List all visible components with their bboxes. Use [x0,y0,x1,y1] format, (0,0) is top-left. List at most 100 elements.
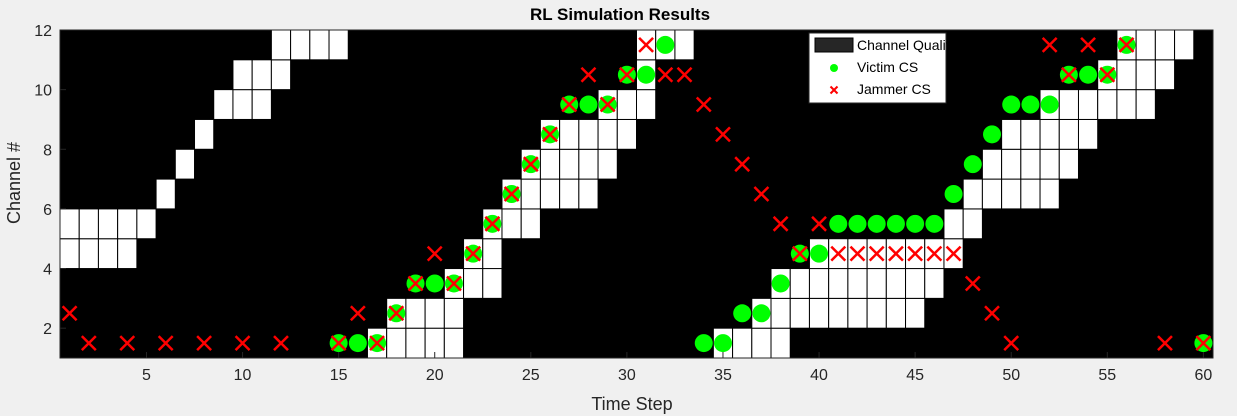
jammer-cs-stroke [811,215,827,232]
jammer-cs-stroke [676,66,693,83]
jammer-cs-marker [407,275,424,292]
channel-quality-cell [405,327,426,359]
x-tick-label: 35 [714,367,732,384]
channel-quality-cell [270,29,292,61]
y-tick-label: 8 [43,142,52,159]
jammer-cs-stroke [80,335,97,351]
channel-quality-cell [1039,148,1060,180]
jammer-cs-marker [1195,335,1212,351]
jammer-cs-stroke [715,126,731,143]
channel-quality-cell [463,268,484,299]
channel-quality-cell [808,268,830,299]
victim-cs-marker [348,334,367,353]
jammer-cs-stroke [849,245,866,262]
jammer-cs-marker [638,37,654,53]
jammer-cs-marker [330,335,347,351]
jammer-cs-marker [157,335,174,351]
channel-quality-cell [981,178,1003,210]
x-tick-label: 5 [142,367,151,384]
channel-quality-cell [1154,59,1176,91]
legend-entry-label: Channel Quality [857,37,957,53]
jammer-cs-marker [619,66,635,83]
jammer-cs-marker [561,96,578,113]
victim-cs-marker [848,214,867,233]
jammer-cs-marker [868,245,885,262]
channel-quality-cell [1077,89,1099,120]
channel-quality-cell [1097,89,1118,120]
x-tick-label: 10 [234,367,252,384]
jammer-cs-stroke [1118,37,1135,53]
jammer-cs-stroke [1080,37,1096,53]
victim-cs-marker [983,125,1002,144]
victim-cs-marker [713,334,732,353]
channel-quality-cell [482,238,503,270]
jammer-cs-marker [676,66,693,83]
channel-quality-cell [578,148,599,180]
jammer-cs-marker [426,245,443,262]
victim-cs-marker [1040,95,1059,114]
channel-quality-cell [962,178,983,210]
x-tick-label: 25 [522,367,540,384]
channel-quality-cell [1039,118,1060,150]
victim-cs-marker [944,185,963,203]
channel-quality-cell [924,268,945,299]
victim-cs-marker [733,304,752,323]
jammer-cs-marker [1041,37,1058,53]
jammer-cs-stroke [599,96,616,113]
jammer-cs-marker [772,215,789,232]
jammer-cs-stroke [1003,335,1020,351]
jammer-cs-stroke [119,335,136,351]
victim-cs-marker [867,214,886,233]
plot-frame [59,29,1214,359]
channel-quality-cell [981,148,1003,180]
jammer-cs-stroke [619,66,635,83]
channel-quality-cell [424,297,445,329]
victim-cs-marker [886,214,905,233]
channel-quality-cell [251,89,272,120]
jammer-cs-marker [484,215,501,232]
victim-cs-marker [829,214,848,233]
jammer-cs-marker [945,245,962,262]
victim-cs-marker [656,35,675,54]
channel-quality-cell [559,178,580,210]
channel-quality-cell [1001,148,1022,180]
victim-cs-marker [925,214,944,233]
channel-quality-cell [78,238,99,270]
channel-quality-cell [578,118,599,150]
channel-quality-cell [905,297,926,329]
jammer-cs-stroke [196,335,213,351]
channel-quality-cell [770,327,791,359]
jammer-cs-stroke [349,305,366,322]
jammer-cs-stroke [61,305,78,322]
channel-quality-cell [789,297,810,329]
jammer-cs-marker [388,305,405,322]
jammer-cs-marker [984,305,1000,322]
jammer-cs-marker [61,305,78,322]
victim-cs-marker [637,65,656,84]
jammer-cs-marker [465,245,482,262]
victim-cs-marker [694,334,713,353]
channel-quality-cell [117,208,138,240]
legend-entry-label: Victim CS [857,59,918,75]
x-tick-label: 15 [330,367,348,384]
jammer-cs-stroke [426,245,443,262]
jammer-cs-stroke [734,156,751,173]
jammer-cs-marker [80,335,97,351]
channel-quality-cell [866,297,887,329]
channel-quality-cell [290,29,311,61]
jammer-cs-stroke [1157,335,1173,351]
channel-quality-cell [962,208,983,240]
jammer-cs-marker [273,335,289,351]
channel-quality-cell [597,118,618,150]
jammer-cs-marker [849,245,866,262]
x-tick-label: 55 [1098,367,1116,384]
y-tick-label: 6 [43,202,52,219]
x-tick-label: 20 [426,367,444,384]
channel-quality-cell [1135,59,1156,91]
channel-quality-cell [1135,29,1156,61]
channel-quality-cell [828,297,849,329]
jammer-cs-marker [1003,335,1020,351]
jammer-cs-stroke [1099,66,1116,83]
jammer-cs-stroke [580,66,597,83]
channel-quality-cell [136,208,157,240]
